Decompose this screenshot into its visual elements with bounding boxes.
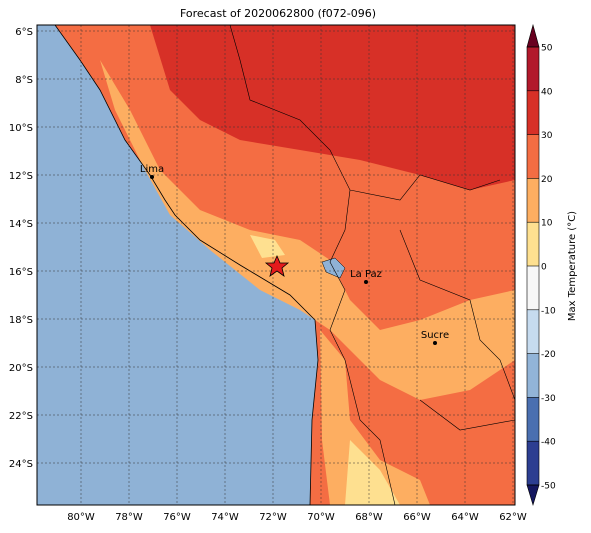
y-tick-label: 22°S [9,411,33,422]
x-tick-label: 64°W [451,512,479,523]
colorbar-band [527,90,539,135]
colorbar-tick-label: -30 [541,394,556,404]
colorbar-band [527,266,539,310]
colorbar-band [527,134,539,179]
x-tick-label: 72°W [259,512,287,523]
y-tick-label: 18°S [9,315,33,326]
city-dot [150,175,154,179]
city-dot [364,280,368,284]
x-tick-label: 62°W [499,512,527,523]
city-label: Lima [140,164,164,175]
map-area: Lima La Paz Sucre [37,25,515,505]
colorbar-band [527,397,539,442]
colorbar-band [527,353,539,398]
y-tick-label: 8°S [15,75,33,86]
colorbar-band [527,309,539,354]
colorbar-tick-label: 10 [541,219,553,229]
colorbar-tick-label: -50 [541,482,556,492]
colorbar-label: Max Temperature (°C) [567,211,578,321]
borders [229,25,515,505]
y-tick-label: 10°S [9,123,33,134]
colorbar-band [527,47,539,91]
x-tick-label: 74°W [211,512,239,523]
colorbar-tick-label: 0 [541,263,547,273]
markers: Lima La Paz Sucre [140,164,449,345]
y-tick-label: 20°S [9,363,33,374]
colorbar-tick-label: -10 [541,306,556,316]
x-tick-label: 76°W [163,512,191,523]
colorbar-band [527,178,539,223]
city-label: Sucre [421,330,449,341]
colorbar-tick-label: 20 [541,175,553,185]
city-label: La Paz [350,269,382,280]
city-dot [433,341,437,345]
y-tick-label: 24°S [9,459,33,470]
y-tick-label: 16°S [9,267,33,278]
y-tick-label: 14°S [9,219,33,230]
cool-region [345,440,400,505]
colorbar-tick-label: 50 [541,44,553,54]
x-tick-label: 68°W [355,512,383,523]
colorbar-tick-label: 30 [541,131,553,141]
colorbar: 50 40 30 20 10 0 -10 -20 -30 -40 -50 [526,23,556,507]
star-marker [264,254,290,277]
cool-spot [250,235,285,258]
colorbar-tick-label: -40 [541,438,556,448]
x-tick-label: 80°W [67,512,95,523]
map-frame [36,24,516,506]
colorbar-tick-label: 40 [541,87,553,97]
colorbar-band [527,441,539,485]
title: Forecast of 2020062800 (f072-096) [180,7,376,20]
x-tick-label: 70°W [307,512,335,523]
x-tick-label: 78°W [115,512,143,523]
y-tick-label: 6°S [15,27,33,38]
mild-region-south [320,330,430,505]
colorbar-band [527,222,539,266]
y-tick-label: 12°S [9,171,33,182]
mild-region [100,60,515,400]
axes: 80°W 78°W 76°W 74°W 72°W 70°W 68°W 66°W 64°W 62°W… [9,27,527,523]
colorbar-extension [526,484,540,507]
colorbar-extension [526,23,540,48]
warm-region [150,25,515,190]
colorbar-tick-label: -20 [541,350,556,360]
x-tick-label: 66°W [403,512,431,523]
coastline [54,25,319,505]
